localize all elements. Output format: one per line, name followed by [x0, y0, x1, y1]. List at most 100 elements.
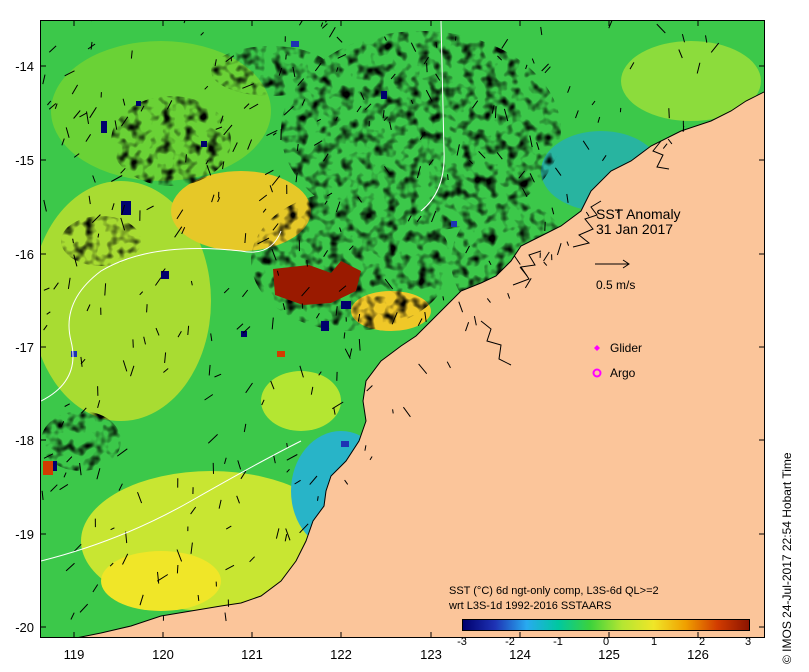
current-vector	[176, 549, 183, 562]
current-vector	[43, 199, 47, 212]
current-vector	[271, 317, 274, 330]
current-vector	[536, 142, 540, 150]
current-vector	[335, 116, 338, 121]
current-vector	[146, 304, 148, 313]
current-vector	[425, 89, 433, 102]
y-tick-label: -16	[15, 247, 34, 262]
current-vector	[551, 207, 555, 215]
colorbar-label: -2	[505, 636, 515, 648]
current-vector	[46, 311, 51, 315]
current-vector	[89, 107, 97, 119]
current-vector	[70, 612, 75, 620]
current-vector	[391, 312, 398, 325]
current-vector	[294, 479, 301, 485]
current-vector	[225, 55, 235, 63]
current-vector	[518, 170, 525, 179]
current-vector	[236, 323, 244, 330]
current-vector	[66, 456, 73, 463]
current-vector	[301, 99, 306, 106]
current-vector	[435, 73, 441, 81]
current-vector	[64, 403, 70, 407]
current-vector	[446, 361, 451, 369]
current-vector	[447, 174, 449, 181]
current-vector	[428, 159, 434, 166]
current-vector	[86, 304, 91, 312]
current-vector	[339, 227, 342, 232]
current-vector	[243, 423, 247, 433]
current-vector	[59, 483, 69, 491]
sst-anomaly-map	[41, 21, 764, 637]
y-tick-label: -20	[15, 620, 34, 635]
current-vector	[494, 106, 497, 119]
current-vector	[118, 483, 123, 491]
current-vector	[299, 523, 309, 534]
x-tick-label: 125	[598, 647, 620, 662]
current-vector	[349, 348, 353, 357]
current-vector	[271, 248, 277, 261]
current-vector	[242, 289, 249, 298]
current-vector	[507, 293, 511, 299]
current-vector	[190, 280, 193, 286]
current-vector	[176, 209, 184, 220]
current-vector	[318, 371, 322, 376]
current-vector	[282, 303, 286, 311]
vector-scale-arrow	[595, 259, 630, 269]
current-vector	[73, 543, 82, 552]
current-vector	[223, 124, 233, 136]
current-vector	[48, 103, 57, 110]
current-vector	[344, 479, 349, 485]
current-vector	[60, 421, 65, 427]
current-vector	[177, 331, 182, 338]
current-vector	[524, 278, 532, 289]
current-vector	[258, 194, 268, 202]
current-vector	[272, 132, 277, 136]
current-vector	[183, 21, 186, 24]
current-vector	[143, 336, 146, 345]
current-vector	[418, 363, 428, 375]
current-vector	[47, 100, 52, 106]
current-vector	[310, 386, 314, 395]
current-vector	[164, 352, 167, 363]
current-vector	[283, 106, 294, 116]
current-vector	[297, 78, 305, 86]
current-vector	[519, 266, 528, 277]
current-vector	[358, 338, 361, 351]
current-vector	[309, 475, 318, 485]
current-vector	[296, 143, 299, 152]
current-vector	[80, 407, 87, 414]
current-vector	[531, 58, 535, 64]
current-vector	[161, 268, 166, 273]
current-vector	[176, 564, 179, 574]
current-vector	[364, 103, 372, 111]
current-vector	[204, 394, 214, 401]
current-vector	[416, 215, 422, 223]
current-vector	[336, 67, 339, 72]
current-vector	[117, 448, 128, 457]
current-vector	[174, 226, 183, 238]
current-vector	[110, 527, 115, 531]
current-vector	[90, 41, 93, 50]
current-vector	[389, 121, 392, 131]
current-vector	[678, 49, 683, 59]
current-vector	[442, 296, 445, 301]
current-vector	[43, 453, 54, 459]
current-vector	[325, 21, 327, 23]
current-vector	[43, 324, 48, 331]
current-vector	[299, 365, 304, 378]
current-vector	[190, 542, 193, 554]
current-vector	[120, 116, 129, 127]
current-vector	[155, 327, 160, 336]
current-vector	[567, 86, 571, 93]
current-vector	[575, 110, 579, 119]
current-vector	[497, 55, 503, 61]
bathymetry-contours	[41, 21, 445, 562]
colorbar-label: 0	[602, 636, 610, 648]
current-vector	[360, 92, 365, 101]
current-vector	[410, 99, 414, 105]
map-annotation-title: SST Anomaly	[596, 206, 681, 222]
current-vector	[273, 454, 276, 464]
current-vectors	[41, 21, 720, 622]
current-vector	[92, 175, 96, 183]
current-vector	[323, 153, 329, 162]
current-vector	[324, 200, 328, 205]
